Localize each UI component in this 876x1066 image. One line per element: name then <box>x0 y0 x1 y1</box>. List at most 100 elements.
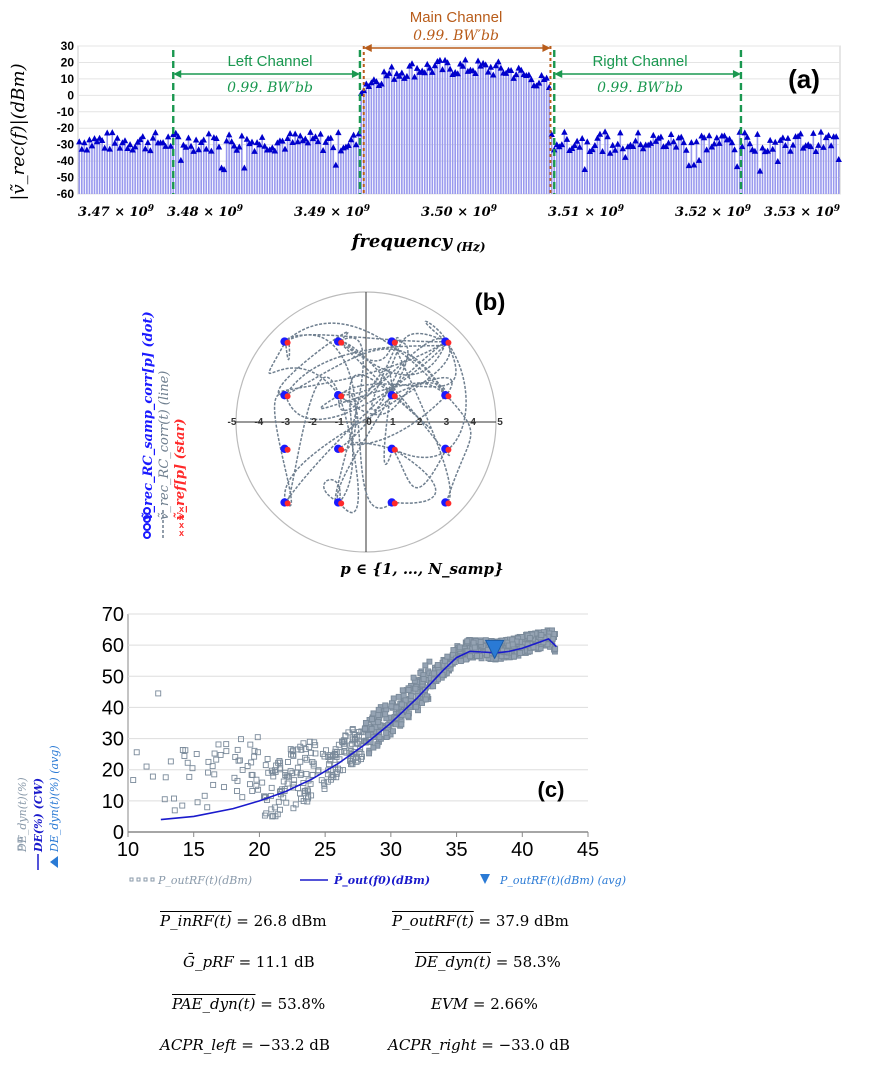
spectrum-markers <box>76 56 842 174</box>
metric-pae: PAE_dyn(t) = 53.8% <box>172 995 325 1013</box>
spectrum-marker <box>373 78 380 85</box>
spectrum-marker <box>599 147 606 154</box>
efficiency-scatter-point <box>268 784 275 791</box>
spectrum-marker <box>617 129 624 136</box>
spectrum-marker <box>672 143 680 150</box>
constellation-x-tick: 5 <box>497 417 503 428</box>
spectrum-marker <box>578 135 586 142</box>
panel-b-label: (b) <box>475 289 506 316</box>
efficiency-scatter-point <box>422 696 429 703</box>
spectrum-marker <box>185 134 192 141</box>
efficiency-scatter-point <box>311 739 318 746</box>
spectrum-marker <box>391 75 398 82</box>
spectrum-marker <box>121 137 129 144</box>
metric-acpr-left: ACPR_left = −33.2 dB <box>160 1036 330 1054</box>
metric-pae-rhs: = 53.8% <box>255 995 326 1013</box>
spectrum-marker <box>548 130 555 137</box>
spectrum-marker <box>690 161 698 168</box>
spectrum-marker <box>76 138 83 145</box>
spectrum-marker <box>190 147 197 154</box>
metric-pae-lhs: PAE_dyn(t) <box>172 995 256 1013</box>
efficiency-scatter-point <box>422 662 429 669</box>
efficiency-scatter-point <box>526 635 533 641</box>
spectrum-marker <box>106 145 113 152</box>
efficiency-scatter-point <box>171 795 177 802</box>
efficiency-scatter-point <box>189 765 196 772</box>
left-channel-bw: 0.99. BW′bb <box>227 80 313 96</box>
spectrum-y-tick: 10 <box>61 72 75 86</box>
efficiency-scatter-point <box>305 788 312 795</box>
spectrum-marker <box>561 128 568 135</box>
spectrum-marker <box>695 156 703 163</box>
efficiency-scatter-point <box>341 738 348 745</box>
spectrum-marker <box>142 145 149 152</box>
right-channel-arrow-head-right <box>732 70 741 78</box>
efficiency-scatter-point <box>365 731 372 738</box>
spectrum-x-label: frequency <box>350 231 454 252</box>
spectrum-marker <box>294 138 301 145</box>
metric-de-lhs: DE_dyn(t) <box>415 953 491 971</box>
efficiency-scatter-point <box>171 807 178 814</box>
efficiency-y-tick: 30 <box>102 729 124 751</box>
legend-markers: x x x x <box>143 504 184 539</box>
spectrum-marker <box>172 129 179 136</box>
spectrum-marker <box>271 147 279 154</box>
spectrum-marker <box>612 146 619 153</box>
main-channel-bw: 0.99. BW′bb <box>413 28 499 44</box>
spectrum-marker <box>609 141 616 148</box>
efficiency-scatter-point <box>289 748 296 755</box>
efficiency-scatter-point <box>193 751 200 757</box>
metric-de: DE_dyn(t) = 58.3% <box>415 953 561 971</box>
spectrum-marker <box>721 132 728 139</box>
efficiency-scatter-point <box>290 752 297 759</box>
efficiency-scatter-point <box>300 740 307 747</box>
constellation-x-tick: -4 <box>254 417 263 428</box>
spectrum-marker <box>637 141 644 148</box>
spectrum-marker <box>446 65 454 72</box>
spectrum-marker <box>385 69 393 76</box>
constellation-x-label: p ∈ {1, …, N_samp} <box>340 560 503 578</box>
efficiency-scatter-point <box>551 631 558 638</box>
spectrum-marker <box>693 138 700 145</box>
efficiency-scatter-point <box>234 777 241 784</box>
spectrum-y-tick: 30 <box>61 39 75 53</box>
efficiency-scatter-point <box>277 759 284 766</box>
metric-evm: EVM = 2.66% <box>431 995 538 1013</box>
spectrum-marker <box>766 136 774 143</box>
efficiency-scatter-point <box>309 771 316 778</box>
efficiency-scatter-point <box>388 703 395 710</box>
spectrum-marker <box>431 62 439 69</box>
spectrum-marker <box>558 141 566 148</box>
efficiency-scatter-point <box>162 774 169 781</box>
efficiency-scatter-point <box>408 692 415 699</box>
efficiency-scatter-point <box>331 750 338 757</box>
efficiency-scatter-point <box>167 758 174 765</box>
spectrum-y-tick: -50 <box>57 171 75 185</box>
spectrum-marker <box>88 142 96 149</box>
efficiency-scatter-point <box>467 653 474 660</box>
spectrum-marker <box>243 135 251 142</box>
efficiency-scatter-point <box>315 768 322 775</box>
spectrum-marker <box>322 138 329 145</box>
efficiency-x-ticks: 10 15 20 25 30 35 40 45 <box>117 832 599 861</box>
efficiency-scatter-point <box>262 762 269 769</box>
spectrum-marker <box>147 147 154 154</box>
spectrum-marker <box>380 68 388 75</box>
metric-acpr-left-lhs: ACPR_left <box>160 1036 237 1054</box>
efficiency-scatter-point <box>368 716 375 723</box>
svg-text:x: x <box>179 512 184 522</box>
constellation-star <box>391 500 398 507</box>
spectrum-x-tick: 3.47 × 109 <box>78 204 155 220</box>
efficiency-scatter-point <box>201 792 208 799</box>
spectrum-marker <box>662 143 670 150</box>
efficiency-scatter-point <box>405 687 412 694</box>
spectrum-marker <box>307 128 314 135</box>
efficiency-scatter-point <box>392 721 399 728</box>
spectrum-marker <box>535 79 543 86</box>
spectrum-marker <box>510 74 517 81</box>
efficiency-scatter-point <box>215 741 222 748</box>
spectrum-marker <box>769 145 776 152</box>
efficiency-scatter-point <box>356 748 363 755</box>
spectrum-marker <box>114 134 121 141</box>
legend-de-dyn: DE_dyn(t)(%) <box>16 777 29 853</box>
